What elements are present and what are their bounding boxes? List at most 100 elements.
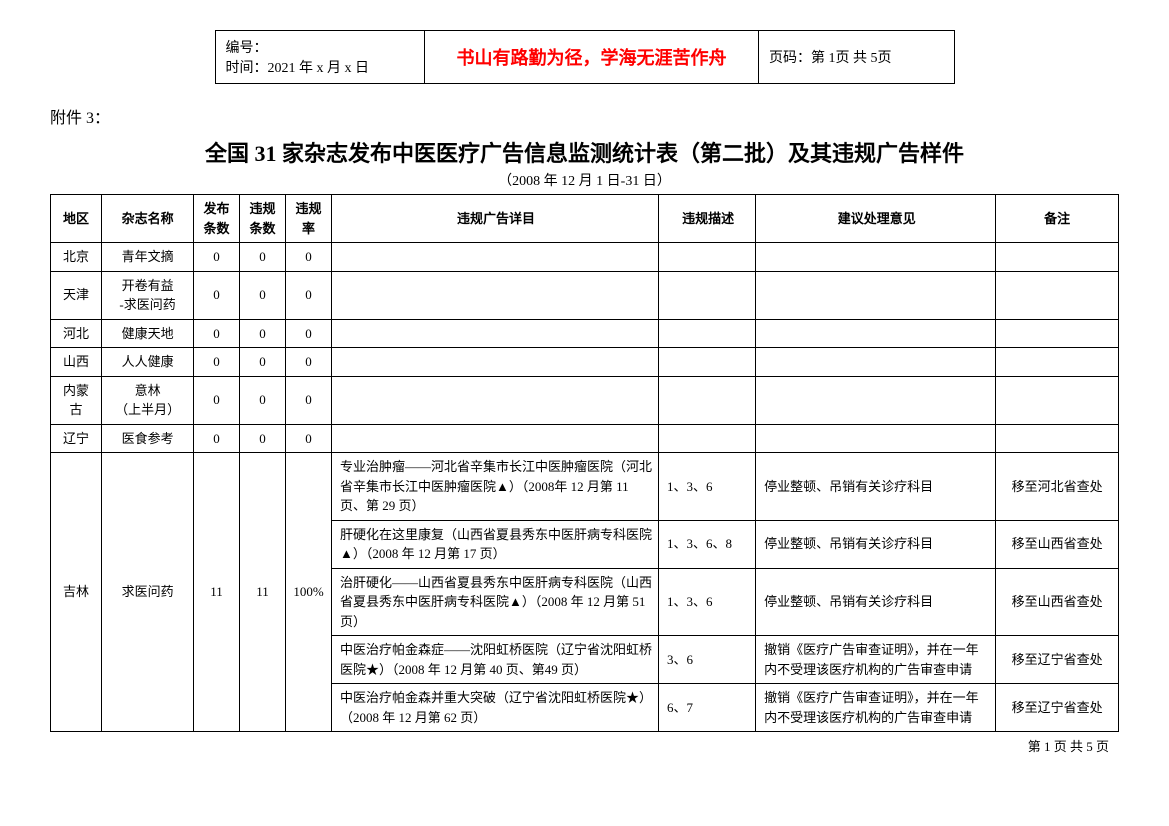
cell-desc [659, 424, 756, 453]
cell-publish: 0 [194, 424, 240, 453]
cell-suggest: 撤销《医疗广告审查证明》，并在一年内不受理该医疗机构的广告审查申请 [756, 636, 996, 684]
cell-region: 吉林 [51, 453, 102, 732]
col-magazine: 杂志名称 [102, 195, 194, 243]
cell-suggest: 停业整顿、吊销有关诊疗科目 [756, 453, 996, 521]
cell-rate: 0 [286, 376, 332, 424]
header-numbering-cell: 编号： 时间：2021 年 x 月 x 日 [216, 31, 425, 83]
col-suggestion: 建议处理意见 [756, 195, 996, 243]
cell-desc [659, 243, 756, 272]
table-header-row: 地区 杂志名称 发布 条数 违规 条数 违规 率 违规广告详目 违规描述 建议处… [51, 195, 1119, 243]
header-page-label: 页码：第 1页 共 5页 [759, 31, 953, 83]
cell-suggest [756, 243, 996, 272]
cell-detail [332, 319, 659, 348]
cell-note: 移至辽宁省查处 [996, 684, 1119, 732]
cell-region: 辽宁 [51, 424, 102, 453]
cell-rate: 0 [286, 271, 332, 319]
cell-detail: 中医治疗帕金森并重大突破（辽宁省沈阳虹桥医院★）（2008 年 12 月第 62… [332, 684, 659, 732]
cell-detail [332, 271, 659, 319]
cell-region: 天津 [51, 271, 102, 319]
cell-rate: 100% [286, 453, 332, 732]
cell-region: 河北 [51, 319, 102, 348]
cell-suggest [756, 348, 996, 377]
cell-note [996, 243, 1119, 272]
cell-region: 山西 [51, 348, 102, 377]
cell-rate: 0 [286, 424, 332, 453]
cell-region: 北京 [51, 243, 102, 272]
cell-detail [332, 424, 659, 453]
table-body: 北京青年文摘000天津开卷有益 -求医问药000河北健康天地000山西人人健康0… [51, 243, 1119, 732]
cell-violation: 0 [240, 271, 286, 319]
table-row: 北京青年文摘000 [51, 243, 1119, 272]
cell-detail: 中医治疗帕金森症——沈阳虹桥医院（辽宁省沈阳虹桥医院★）（2008 年 12 月… [332, 636, 659, 684]
cell-desc: 1、3、6 [659, 568, 756, 636]
time-label: 时间：2021 年 x 月 x 日 [226, 57, 414, 77]
cell-magazine: 开卷有益 -求医问药 [102, 271, 194, 319]
footer-page: 第 1 页 共 5 页 [50, 736, 1119, 755]
cell-suggest [756, 424, 996, 453]
header-box: 编号： 时间：2021 年 x 月 x 日 书山有路勤为径，学海无涯苦作舟 页码… [215, 30, 955, 84]
cell-publish: 0 [194, 243, 240, 272]
cell-desc: 1、3、6、8 [659, 520, 756, 568]
cell-desc: 6、7 [659, 684, 756, 732]
col-publish: 发布 条数 [194, 195, 240, 243]
cell-magazine: 健康天地 [102, 319, 194, 348]
cell-desc [659, 271, 756, 319]
page-title: 全国 31 家杂志发布中医医疗广告信息监测统计表（第二批）及其违规广告样件 [50, 136, 1119, 168]
cell-publish: 0 [194, 271, 240, 319]
cell-desc [659, 376, 756, 424]
table-row: 吉林求医问药1111100%专业治肿瘤——河北省辛集市长江中医肿瘤医院（河北省辛… [51, 453, 1119, 521]
cell-detail: 肝硬化在这里康复（山西省夏县秀东中医肝病专科医院▲）（2008 年 12 月第 … [332, 520, 659, 568]
cell-note [996, 424, 1119, 453]
cell-note [996, 319, 1119, 348]
page-subtitle: （2008 年 12 月 1 日-31 日） [50, 170, 1119, 190]
cell-suggest: 停业整顿、吊销有关诊疗科目 [756, 520, 996, 568]
cell-detail [332, 376, 659, 424]
cell-desc [659, 319, 756, 348]
cell-violation: 0 [240, 243, 286, 272]
cell-detail: 专业治肿瘤——河北省辛集市长江中医肿瘤医院（河北省辛集市长江中医肿瘤医院▲）（2… [332, 453, 659, 521]
cell-magazine: 求医问药 [102, 453, 194, 732]
cell-magazine: 医食参考 [102, 424, 194, 453]
cell-magazine: 意林 （上半月） [102, 376, 194, 424]
cell-violation: 0 [240, 319, 286, 348]
table-row: 河北健康天地000 [51, 319, 1119, 348]
cell-publish: 11 [194, 453, 240, 732]
numbering-label: 编号： [226, 37, 414, 57]
cell-desc: 3、6 [659, 636, 756, 684]
cell-violation: 0 [240, 376, 286, 424]
cell-suggest [756, 376, 996, 424]
cell-desc [659, 348, 756, 377]
cell-suggest: 停业整顿、吊销有关诊疗科目 [756, 568, 996, 636]
cell-violation: 11 [240, 453, 286, 732]
table-row: 天津开卷有益 -求医问药000 [51, 271, 1119, 319]
cell-note: 移至山西省查处 [996, 520, 1119, 568]
cell-magazine: 青年文摘 [102, 243, 194, 272]
cell-detail: 治肝硬化——山西省夏县秀东中医肝病专科医院（山西省夏县秀东中医肝病专科医院▲）（… [332, 568, 659, 636]
col-rate: 违规 率 [286, 195, 332, 243]
table-row: 内蒙古意林 （上半月）000 [51, 376, 1119, 424]
cell-publish: 0 [194, 348, 240, 377]
cell-suggest [756, 271, 996, 319]
cell-publish: 0 [194, 319, 240, 348]
col-description: 违规描述 [659, 195, 756, 243]
cell-note [996, 376, 1119, 424]
col-detail: 违规广告详目 [332, 195, 659, 243]
cell-rate: 0 [286, 243, 332, 272]
cell-note: 移至山西省查处 [996, 568, 1119, 636]
cell-detail [332, 348, 659, 377]
table-row: 辽宁医食参考000 [51, 424, 1119, 453]
cell-publish: 0 [194, 376, 240, 424]
table-row: 山西人人健康000 [51, 348, 1119, 377]
cell-suggest: 撤销《医疗广告审查证明》，并在一年内不受理该医疗机构的广告审查申请 [756, 684, 996, 732]
cell-detail [332, 243, 659, 272]
cell-note [996, 348, 1119, 377]
cell-suggest [756, 319, 996, 348]
cell-note [996, 271, 1119, 319]
cell-magazine: 人人健康 [102, 348, 194, 377]
cell-note: 移至河北省查处 [996, 453, 1119, 521]
cell-desc: 1、3、6 [659, 453, 756, 521]
col-region: 地区 [51, 195, 102, 243]
attachment-label: 附件 3： [50, 104, 1119, 128]
cell-note: 移至辽宁省查处 [996, 636, 1119, 684]
data-table: 地区 杂志名称 发布 条数 违规 条数 违规 率 违规广告详目 违规描述 建议处… [50, 194, 1119, 732]
